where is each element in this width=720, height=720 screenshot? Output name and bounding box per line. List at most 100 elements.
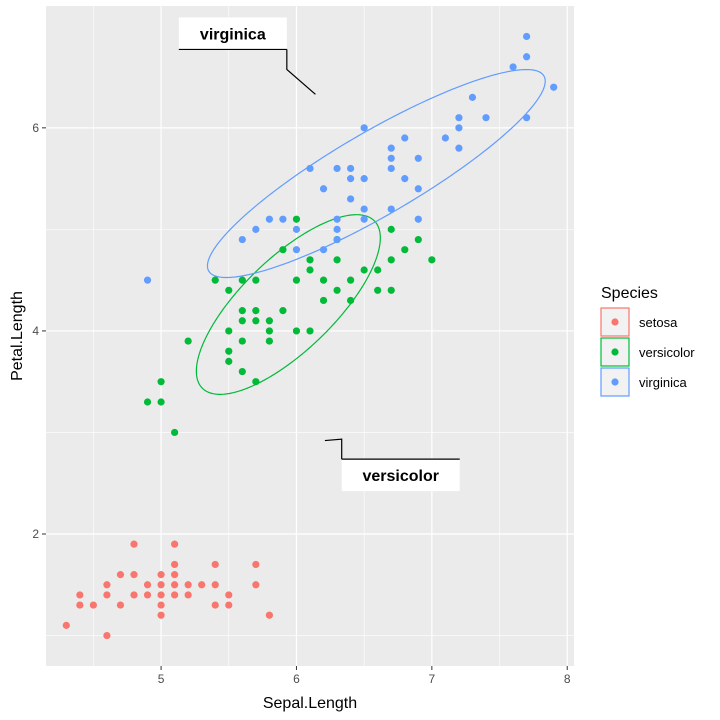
annotation-label-versicolor: versicolor xyxy=(362,468,438,485)
point-versicolor xyxy=(252,378,260,386)
point-virginica xyxy=(347,164,355,173)
point-virginica xyxy=(387,154,395,162)
point-versicolor xyxy=(238,276,246,284)
point-virginica xyxy=(347,175,355,183)
x-tick-label: 7 xyxy=(429,672,436,686)
point-setosa xyxy=(130,591,138,599)
point-setosa xyxy=(116,601,125,609)
point-virginica xyxy=(306,164,314,173)
point-versicolor xyxy=(211,276,219,284)
point-versicolor xyxy=(279,246,287,254)
legend-marker-versicolor xyxy=(611,348,619,356)
point-setosa xyxy=(130,571,138,579)
point-versicolor xyxy=(143,398,152,406)
point-virginica xyxy=(509,63,517,71)
point-virginica xyxy=(319,185,328,193)
point-virginica xyxy=(360,205,368,213)
point-versicolor xyxy=(157,378,165,386)
point-setosa xyxy=(130,540,138,548)
point-setosa xyxy=(225,591,233,599)
legend-label-virginica: virginica xyxy=(639,375,687,390)
point-setosa xyxy=(76,591,84,599)
point-virginica xyxy=(455,144,463,152)
point-versicolor xyxy=(292,276,301,284)
legend-key-virginica xyxy=(600,367,630,397)
point-setosa xyxy=(171,571,179,579)
point-versicolor xyxy=(292,215,301,223)
point-setosa xyxy=(252,560,260,569)
point-versicolor xyxy=(292,327,301,335)
ellipse-versicolor xyxy=(195,214,381,395)
point-setosa xyxy=(252,581,260,589)
point-setosa xyxy=(157,591,165,599)
point-versicolor xyxy=(225,327,233,335)
annotation-box xyxy=(178,17,287,50)
x-axis-ticks: 5 6 7 8 xyxy=(158,666,571,686)
legend-key-setosa xyxy=(600,307,630,337)
x-tick-label: 6 xyxy=(293,672,300,686)
point-virginica xyxy=(550,83,558,91)
point-versicolor xyxy=(306,256,314,264)
point-virginica xyxy=(333,235,341,244)
point-setosa xyxy=(157,611,165,619)
point-versicolor xyxy=(360,266,368,274)
point-versicolor xyxy=(238,337,246,345)
y-tick-label: 6 xyxy=(32,121,39,135)
x-tick-label: 8 xyxy=(564,672,571,686)
point-setosa xyxy=(211,601,219,609)
point-versicolor xyxy=(225,357,233,365)
point-setosa xyxy=(116,571,125,579)
plot-panel xyxy=(46,6,574,666)
legend: Species setosa versicolor virginica xyxy=(600,285,695,397)
legend-title: Species xyxy=(601,285,658,302)
annotation-leader-line xyxy=(178,48,316,95)
point-virginica xyxy=(401,175,409,183)
point-versicolor xyxy=(319,276,328,284)
point-setosa xyxy=(62,621,70,629)
y-tick-label: 2 xyxy=(32,527,39,541)
point-versicolor xyxy=(279,307,287,315)
point-setosa xyxy=(184,591,192,599)
point-versicolor xyxy=(401,246,409,254)
point-versicolor xyxy=(347,296,355,305)
point-setosa xyxy=(171,560,179,569)
point-setosa xyxy=(171,591,179,599)
point-virginica xyxy=(468,93,477,101)
point-virginica xyxy=(360,175,368,183)
point-setosa xyxy=(76,601,84,609)
annotation-leader-line xyxy=(324,438,460,460)
point-setosa xyxy=(184,581,192,589)
x-axis-title: Sepal.Length xyxy=(263,695,357,712)
point-virginica xyxy=(360,124,368,132)
annotation-label-virginica: virginica xyxy=(200,26,266,43)
point-versicolor xyxy=(347,276,355,284)
point-versicolor xyxy=(171,428,179,437)
point-virginica xyxy=(265,215,273,223)
point-versicolor xyxy=(387,286,395,294)
point-setosa xyxy=(211,560,219,569)
point-setosa xyxy=(211,581,219,589)
point-versicolor xyxy=(333,286,341,294)
point-virginica xyxy=(238,235,246,244)
confidence-ellipses xyxy=(195,68,546,395)
point-virginica xyxy=(414,154,422,162)
point-virginica xyxy=(523,114,531,122)
point-virginica xyxy=(523,53,531,61)
annotation-box xyxy=(341,459,460,492)
point-setosa xyxy=(103,591,111,599)
point-virginica xyxy=(333,164,341,173)
point-setosa xyxy=(265,611,273,619)
point-versicolor xyxy=(157,398,165,406)
legend-marker-virginica xyxy=(611,378,619,386)
point-setosa xyxy=(171,540,179,548)
point-virginica xyxy=(455,124,463,132)
point-setosa xyxy=(171,581,179,589)
point-versicolor xyxy=(387,256,395,264)
point-virginica xyxy=(387,205,395,213)
point-virginica xyxy=(387,164,395,173)
point-virginica xyxy=(414,215,422,223)
point-setosa xyxy=(143,591,152,599)
point-setosa xyxy=(103,581,111,589)
data-points xyxy=(62,32,558,640)
